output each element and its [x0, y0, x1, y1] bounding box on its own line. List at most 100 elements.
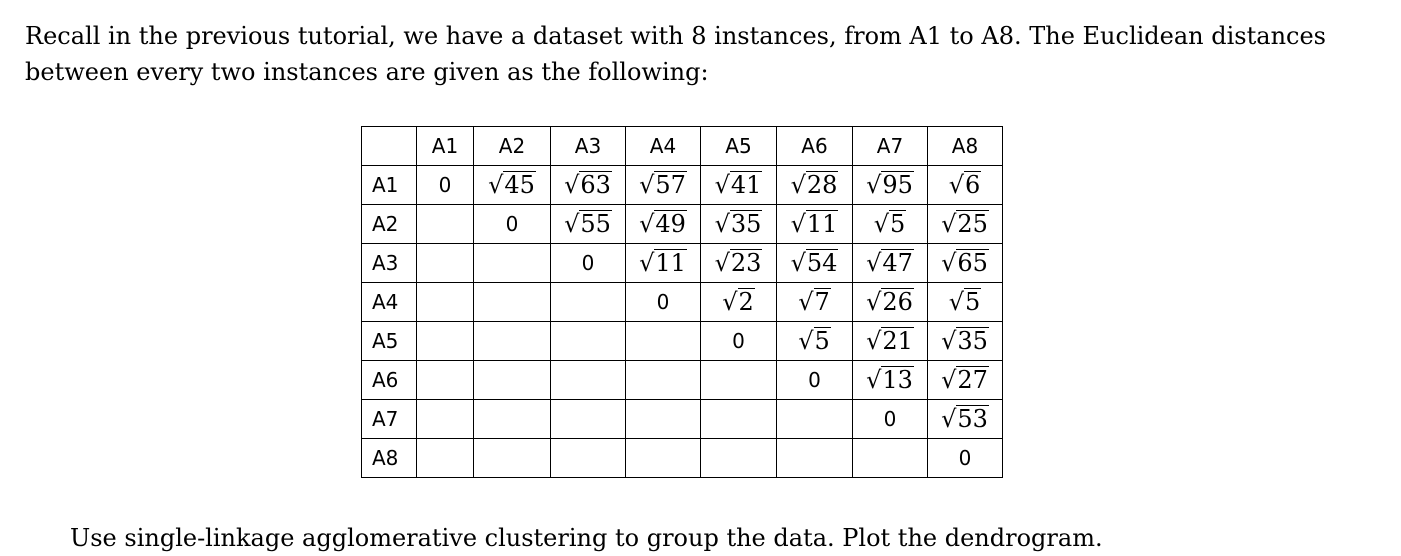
radicand: 5 — [813, 327, 831, 355]
radical-sign: √ — [798, 288, 814, 316]
zero-distance-cell: 0 — [416, 165, 474, 205]
empty-cell — [473, 282, 551, 322]
sqrt-expression: √49 — [639, 210, 687, 238]
radical-sign: √ — [873, 210, 889, 238]
radical-sign: √ — [790, 249, 806, 277]
radicand: 7 — [813, 288, 831, 316]
radical-sign: √ — [639, 171, 655, 199]
radical-sign: √ — [639, 210, 655, 238]
sqrt-expression: √95 — [866, 171, 914, 199]
sqrt-expression: √13 — [866, 366, 914, 394]
radicand: 26 — [881, 288, 914, 316]
radical-sign: √ — [948, 171, 964, 199]
sqrt-distance-cell: √54 — [776, 243, 853, 283]
radical-sign: √ — [639, 249, 655, 277]
instruction-paragraph: Use single-linkage agglomerative cluster… — [70, 524, 1103, 552]
table-header-row: A1 A2 A3 A4 A5 A6 A7 A8 — [361, 126, 1003, 166]
radicand: 35 — [956, 327, 989, 355]
sqrt-distance-cell: √6 — [927, 165, 1003, 205]
zero-distance-cell: 0 — [625, 282, 701, 322]
radicand: 25 — [956, 210, 989, 238]
sqrt-distance-cell: √5 — [852, 204, 928, 244]
table-row: A4 0 √2 √7 √26 √5 — [361, 282, 1003, 322]
empty-cell — [700, 399, 777, 439]
column-header: A6 — [776, 126, 853, 166]
radical-sign: √ — [790, 171, 806, 199]
radical-sign: √ — [866, 171, 882, 199]
sqrt-distance-cell: √2 — [700, 282, 777, 322]
sqrt-expression: √5 — [798, 327, 831, 355]
radicand: 35 — [729, 210, 763, 238]
empty-cell — [550, 438, 626, 478]
radicand: 27 — [956, 366, 989, 394]
zero-distance-cell: 0 — [700, 321, 777, 361]
sqrt-distance-cell: √65 — [927, 243, 1003, 283]
sqrt-distance-cell: √57 — [625, 165, 701, 205]
radical-sign: √ — [714, 210, 730, 238]
radicand: 5 — [964, 288, 982, 316]
sqrt-distance-cell: √55 — [550, 204, 626, 244]
empty-cell — [416, 321, 474, 361]
sqrt-expression: √6 — [949, 171, 982, 199]
radicand: 11 — [805, 210, 839, 238]
radical-sign: √ — [714, 249, 730, 277]
radical-sign: √ — [564, 210, 580, 238]
radicand: 45 — [503, 171, 536, 199]
radical-sign: √ — [790, 210, 806, 238]
radical-sign: √ — [941, 249, 957, 277]
column-header: A7 — [852, 126, 928, 166]
zero-distance-cell: 0 — [852, 399, 928, 439]
radicand: 65 — [956, 249, 989, 277]
empty-cell — [852, 438, 928, 478]
table-corner-cell — [361, 126, 417, 166]
empty-cell — [625, 321, 701, 361]
radical-sign: √ — [564, 171, 580, 199]
empty-cell — [416, 204, 474, 244]
empty-cell — [550, 360, 626, 400]
table-row: A7 0 √53 — [361, 399, 1003, 439]
empty-cell — [550, 399, 626, 439]
sqrt-distance-cell: √26 — [852, 282, 928, 322]
column-header: A3 — [550, 126, 626, 166]
empty-cell — [416, 282, 474, 322]
sqrt-distance-cell: √25 — [927, 204, 1003, 244]
sqrt-distance-cell: √45 — [473, 165, 551, 205]
radical-sign: √ — [941, 366, 957, 394]
column-header: A1 — [416, 126, 474, 166]
radicand: 5 — [889, 210, 907, 238]
row-header: A6 — [361, 360, 417, 400]
radicand: 2 — [737, 288, 755, 316]
empty-cell — [700, 438, 777, 478]
sqrt-expression: √7 — [798, 288, 831, 316]
table-row: A2 0 √55 √49 √35 √11 √5 √25 — [361, 204, 1003, 244]
empty-cell — [550, 321, 626, 361]
radical-sign: √ — [714, 171, 730, 199]
sqrt-expression: √41 — [715, 171, 763, 199]
empty-cell — [473, 321, 551, 361]
sqrt-distance-cell: √13 — [852, 360, 928, 400]
empty-cell — [416, 399, 474, 439]
sqrt-distance-cell: √95 — [852, 165, 928, 205]
sqrt-distance-cell: √21 — [852, 321, 928, 361]
sqrt-distance-cell: √53 — [927, 399, 1003, 439]
sqrt-expression: √5 — [949, 288, 982, 316]
radicand: 54 — [805, 249, 839, 277]
column-header: A4 — [625, 126, 701, 166]
empty-cell — [473, 399, 551, 439]
empty-cell — [700, 360, 777, 400]
column-header: A5 — [700, 126, 777, 166]
empty-cell — [473, 360, 551, 400]
sqrt-expression: √57 — [639, 171, 687, 199]
sqrt-distance-cell: √11 — [625, 243, 701, 283]
empty-cell — [625, 438, 701, 478]
sqrt-expression: √26 — [866, 288, 914, 316]
sqrt-distance-cell: √35 — [927, 321, 1003, 361]
sqrt-expression: √35 — [715, 210, 763, 238]
radicand: 95 — [881, 171, 914, 199]
radicand: 13 — [881, 366, 914, 394]
row-header: A8 — [361, 438, 417, 478]
empty-cell — [473, 438, 551, 478]
sqrt-expression: √35 — [941, 327, 989, 355]
empty-cell — [625, 399, 701, 439]
zero-distance-cell: 0 — [776, 360, 853, 400]
